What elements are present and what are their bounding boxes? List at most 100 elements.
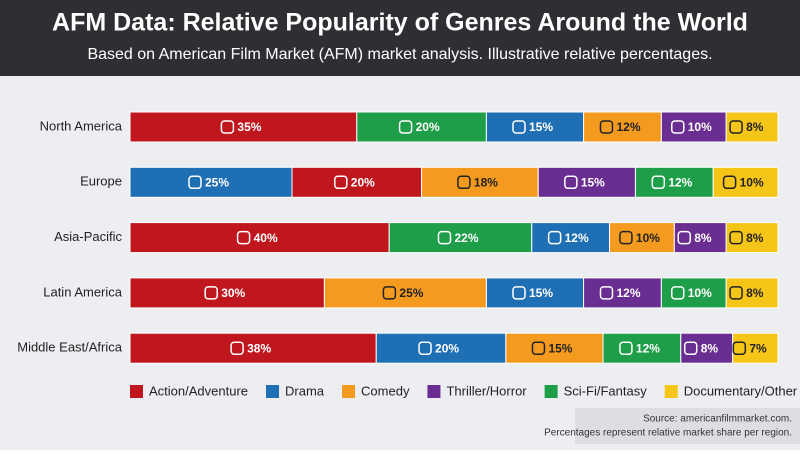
bar-segment	[583, 111, 662, 143]
icon	[334, 175, 348, 190]
value-label: 25%	[399, 286, 423, 300]
value-label: 15%	[581, 175, 605, 189]
icon	[418, 341, 432, 355]
icon	[599, 286, 614, 300]
value-label: 15%	[548, 341, 572, 355]
category-label: North America	[40, 118, 123, 133]
legend-swatch	[130, 385, 143, 398]
icon	[220, 120, 235, 134]
icon	[457, 175, 471, 190]
bar-segment	[485, 111, 585, 143]
value-label: 22%	[454, 231, 478, 245]
legend-label: Action/Adventure	[149, 383, 248, 398]
legend-swatch	[544, 385, 558, 398]
icon	[671, 286, 685, 300]
value-label: 10%	[740, 175, 764, 189]
bar-segment	[725, 277, 779, 309]
value-label: 12%	[636, 341, 660, 355]
icon	[729, 230, 743, 245]
icon	[398, 120, 413, 134]
value-label: 25%	[205, 175, 229, 189]
category-label: Latin America	[43, 284, 123, 299]
icon	[619, 230, 633, 245]
legend-label: Drama	[285, 383, 325, 398]
icon	[599, 120, 614, 134]
icon	[564, 175, 578, 190]
icon	[729, 120, 743, 134]
value-label: 20%	[435, 341, 459, 355]
bar-segment	[680, 332, 734, 364]
value-label: 20%	[416, 120, 440, 134]
bar-segment	[421, 166, 539, 198]
value-label: 10%	[636, 231, 660, 245]
value-label: 18%	[474, 175, 498, 189]
bar-segment	[388, 222, 533, 254]
value-label: 10%	[688, 120, 712, 134]
legend-label: Thriller/Horror	[446, 383, 527, 398]
value-label: 12%	[668, 175, 692, 189]
value-label: 40%	[254, 231, 278, 245]
icon	[619, 341, 633, 355]
icon	[651, 175, 666, 190]
icon	[188, 175, 202, 190]
value-label: 7%	[749, 341, 767, 355]
bar-segment	[725, 111, 779, 143]
icon	[230, 341, 244, 355]
value-label: 15%	[529, 286, 553, 300]
legend-label: Sci-Fi/Fantasy	[564, 383, 648, 398]
icon	[729, 286, 743, 300]
icon	[722, 175, 737, 190]
legend-swatch	[266, 385, 280, 398]
value-label: 10%	[688, 286, 712, 300]
value-label: 8%	[746, 231, 764, 245]
bar-segment	[323, 277, 487, 309]
value-label: 8%	[746, 120, 764, 134]
category-label: Middle East/Africa	[17, 340, 123, 355]
bar-segment	[725, 222, 779, 254]
bar-segment	[485, 277, 585, 309]
icon	[677, 230, 691, 245]
bar-segment	[732, 332, 779, 364]
bar-segment	[634, 166, 714, 198]
icon	[547, 230, 562, 245]
value-label: 12%	[616, 286, 640, 300]
chart-subtitle: Based on American Film Market (AFM) mark…	[87, 46, 712, 63]
legend-label: Comedy	[361, 383, 410, 398]
value-label: 8%	[701, 341, 719, 355]
icon	[382, 286, 397, 300]
icon	[512, 286, 526, 300]
source: Source: americanfilmmarket.com.	[643, 414, 792, 425]
value-label: 35%	[237, 120, 261, 134]
bar-segment	[129, 277, 325, 309]
chart-title: AFM Data: Relative Popularity of Genres …	[52, 9, 748, 37]
icon	[204, 286, 218, 300]
note: Percentages represent relative market sh…	[544, 428, 792, 439]
icon	[512, 120, 526, 134]
icon	[732, 341, 747, 355]
category-label: Asia-Pacific	[54, 229, 122, 244]
bar-segment	[375, 332, 507, 364]
legend-swatch	[664, 385, 678, 398]
source-box	[575, 408, 800, 444]
bar-segment	[602, 332, 682, 364]
value-label: 30%	[221, 286, 245, 300]
value-label: 20%	[351, 175, 375, 189]
value-label: 12%	[565, 231, 589, 245]
legend-swatch	[427, 385, 441, 398]
legend-swatch	[342, 385, 356, 398]
value-label: 8%	[694, 231, 712, 245]
legend-label: Documentary/Other	[684, 383, 798, 398]
bar-segment	[129, 222, 390, 254]
value-label: 38%	[247, 341, 271, 355]
value-label: 15%	[529, 120, 553, 134]
icon	[531, 341, 546, 355]
icon	[437, 230, 452, 245]
bar-segment	[129, 166, 293, 198]
icon	[671, 120, 685, 134]
value-label: 12%	[616, 120, 640, 134]
header	[0, 0, 800, 76]
icon	[683, 341, 698, 355]
icon	[236, 230, 251, 245]
bar-segment	[537, 166, 636, 198]
